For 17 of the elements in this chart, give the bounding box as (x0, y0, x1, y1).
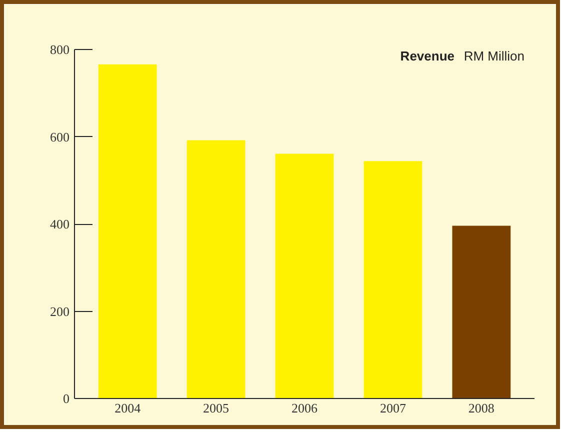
y-tick-label: 0 (63, 391, 70, 406)
x-tick-label: 2006 (292, 400, 318, 416)
bar (275, 154, 334, 398)
y-tick-label: 600 (50, 129, 70, 144)
bar (186, 140, 246, 398)
chart-title: Revenue (400, 48, 455, 64)
x-tick-label: 2005 (203, 400, 230, 416)
y-tick-label: 800 (50, 42, 70, 57)
x-tick-label: 2008 (468, 400, 494, 416)
bar (452, 226, 511, 398)
x-tick-label: 2004 (114, 400, 142, 416)
bar (364, 161, 422, 398)
bar (98, 64, 157, 398)
y-tick-label: 400 (50, 216, 70, 232)
y-tick-label: 200 (50, 304, 70, 319)
x-tick-label: 2007 (380, 400, 406, 416)
chart-subtitle: RM Million (464, 48, 524, 64)
